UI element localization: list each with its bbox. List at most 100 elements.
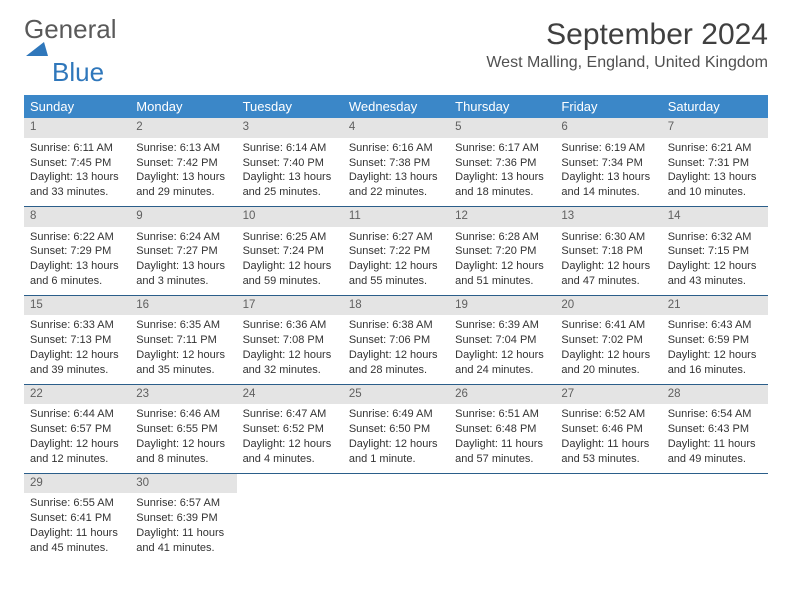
sunrise-text: Sunrise: 6:30 AM bbox=[561, 230, 655, 245]
day-header-friday: Friday bbox=[555, 95, 661, 118]
day-details: Sunrise: 6:25 AMSunset: 7:24 PMDaylight:… bbox=[237, 227, 343, 295]
daylight-line2: and 25 minutes. bbox=[243, 185, 337, 200]
location: West Malling, England, United Kingdom bbox=[486, 54, 768, 72]
day-number: 23 bbox=[130, 385, 236, 405]
sunset-text: Sunset: 7:24 PM bbox=[243, 244, 337, 259]
daylight-line1: Daylight: 11 hours bbox=[136, 526, 230, 541]
day-details: Sunrise: 6:27 AMSunset: 7:22 PMDaylight:… bbox=[343, 227, 449, 295]
sunset-text: Sunset: 7:02 PM bbox=[561, 333, 655, 348]
daylight-line1: Daylight: 12 hours bbox=[243, 348, 337, 363]
daylight-line2: and 41 minutes. bbox=[136, 541, 230, 556]
sunrise-text: Sunrise: 6:22 AM bbox=[30, 230, 124, 245]
daylight-line1: Daylight: 13 hours bbox=[30, 259, 124, 274]
sunset-text: Sunset: 7:27 PM bbox=[136, 244, 230, 259]
week-row: 15Sunrise: 6:33 AMSunset: 7:13 PMDayligh… bbox=[24, 296, 768, 385]
day-details: Sunrise: 6:30 AMSunset: 7:18 PMDaylight:… bbox=[555, 227, 661, 295]
day-number: 20 bbox=[555, 296, 661, 316]
day-number: 13 bbox=[555, 207, 661, 227]
sunset-text: Sunset: 7:40 PM bbox=[243, 156, 337, 171]
daylight-line1: Daylight: 12 hours bbox=[30, 348, 124, 363]
day-details: Sunrise: 6:46 AMSunset: 6:55 PMDaylight:… bbox=[130, 404, 236, 472]
day-cell: 23Sunrise: 6:46 AMSunset: 6:55 PMDayligh… bbox=[130, 385, 236, 473]
weeks-container: 1Sunrise: 6:11 AMSunset: 7:45 PMDaylight… bbox=[24, 118, 768, 561]
daylight-line1: Daylight: 13 hours bbox=[349, 170, 443, 185]
sunrise-text: Sunrise: 6:28 AM bbox=[455, 230, 549, 245]
day-number: 18 bbox=[343, 296, 449, 316]
day-details: Sunrise: 6:54 AMSunset: 6:43 PMDaylight:… bbox=[662, 404, 768, 472]
day-details: Sunrise: 6:55 AMSunset: 6:41 PMDaylight:… bbox=[24, 493, 130, 561]
day-number: 17 bbox=[237, 296, 343, 316]
day-cell: 17Sunrise: 6:36 AMSunset: 7:08 PMDayligh… bbox=[237, 296, 343, 384]
daylight-line1: Daylight: 12 hours bbox=[136, 437, 230, 452]
day-cell: 5Sunrise: 6:17 AMSunset: 7:36 PMDaylight… bbox=[449, 118, 555, 206]
day-cell: 11Sunrise: 6:27 AMSunset: 7:22 PMDayligh… bbox=[343, 207, 449, 295]
sunrise-text: Sunrise: 6:19 AM bbox=[561, 141, 655, 156]
daylight-line1: Daylight: 12 hours bbox=[243, 259, 337, 274]
sunrise-text: Sunrise: 6:14 AM bbox=[243, 141, 337, 156]
day-details: Sunrise: 6:21 AMSunset: 7:31 PMDaylight:… bbox=[662, 138, 768, 206]
daylight-line2: and 53 minutes. bbox=[561, 452, 655, 467]
daylight-line2: and 33 minutes. bbox=[30, 185, 124, 200]
sunrise-text: Sunrise: 6:46 AM bbox=[136, 407, 230, 422]
day-number: 3 bbox=[237, 118, 343, 138]
day-cell bbox=[555, 474, 661, 562]
day-details: Sunrise: 6:11 AMSunset: 7:45 PMDaylight:… bbox=[24, 138, 130, 206]
logo-line2: Blue bbox=[52, 61, 117, 83]
day-number: 26 bbox=[449, 385, 555, 405]
sunset-text: Sunset: 7:15 PM bbox=[668, 244, 762, 259]
daylight-line1: Daylight: 13 hours bbox=[561, 170, 655, 185]
day-details: Sunrise: 6:57 AMSunset: 6:39 PMDaylight:… bbox=[130, 493, 236, 561]
day-cell: 19Sunrise: 6:39 AMSunset: 7:04 PMDayligh… bbox=[449, 296, 555, 384]
day-cell: 14Sunrise: 6:32 AMSunset: 7:15 PMDayligh… bbox=[662, 207, 768, 295]
day-details: Sunrise: 6:51 AMSunset: 6:48 PMDaylight:… bbox=[449, 404, 555, 472]
daylight-line1: Daylight: 12 hours bbox=[349, 437, 443, 452]
logo-triangle-icon bbox=[26, 40, 48, 61]
sunset-text: Sunset: 7:36 PM bbox=[455, 156, 549, 171]
sunset-text: Sunset: 6:46 PM bbox=[561, 422, 655, 437]
day-details: Sunrise: 6:16 AMSunset: 7:38 PMDaylight:… bbox=[343, 138, 449, 206]
day-header-wednesday: Wednesday bbox=[343, 95, 449, 118]
daylight-line2: and 12 minutes. bbox=[30, 452, 124, 467]
sunrise-text: Sunrise: 6:25 AM bbox=[243, 230, 337, 245]
day-cell: 24Sunrise: 6:47 AMSunset: 6:52 PMDayligh… bbox=[237, 385, 343, 473]
sunrise-text: Sunrise: 6:49 AM bbox=[349, 407, 443, 422]
day-header-monday: Monday bbox=[130, 95, 236, 118]
day-number: 24 bbox=[237, 385, 343, 405]
day-cell: 6Sunrise: 6:19 AMSunset: 7:34 PMDaylight… bbox=[555, 118, 661, 206]
day-cell: 28Sunrise: 6:54 AMSunset: 6:43 PMDayligh… bbox=[662, 385, 768, 473]
sunset-text: Sunset: 7:29 PM bbox=[30, 244, 124, 259]
sunset-text: Sunset: 6:59 PM bbox=[668, 333, 762, 348]
daylight-line2: and 57 minutes. bbox=[455, 452, 549, 467]
sunset-text: Sunset: 6:52 PM bbox=[243, 422, 337, 437]
daylight-line2: and 6 minutes. bbox=[30, 274, 124, 289]
day-cell: 4Sunrise: 6:16 AMSunset: 7:38 PMDaylight… bbox=[343, 118, 449, 206]
day-number: 4 bbox=[343, 118, 449, 138]
day-details: Sunrise: 6:22 AMSunset: 7:29 PMDaylight:… bbox=[24, 227, 130, 295]
sunrise-text: Sunrise: 6:27 AM bbox=[349, 230, 443, 245]
daylight-line2: and 10 minutes. bbox=[668, 185, 762, 200]
sunrise-text: Sunrise: 6:47 AM bbox=[243, 407, 337, 422]
daylight-line2: and 16 minutes. bbox=[668, 363, 762, 378]
sunset-text: Sunset: 7:22 PM bbox=[349, 244, 443, 259]
day-number: 6 bbox=[555, 118, 661, 138]
daylight-line2: and 18 minutes. bbox=[455, 185, 549, 200]
day-number: 2 bbox=[130, 118, 236, 138]
day-cell: 25Sunrise: 6:49 AMSunset: 6:50 PMDayligh… bbox=[343, 385, 449, 473]
sunrise-text: Sunrise: 6:36 AM bbox=[243, 318, 337, 333]
day-details: Sunrise: 6:39 AMSunset: 7:04 PMDaylight:… bbox=[449, 315, 555, 383]
day-cell bbox=[662, 474, 768, 562]
sunset-text: Sunset: 7:13 PM bbox=[30, 333, 124, 348]
daylight-line2: and 47 minutes. bbox=[561, 274, 655, 289]
day-details: Sunrise: 6:24 AMSunset: 7:27 PMDaylight:… bbox=[130, 227, 236, 295]
day-cell: 8Sunrise: 6:22 AMSunset: 7:29 PMDaylight… bbox=[24, 207, 130, 295]
sunset-text: Sunset: 6:39 PM bbox=[136, 511, 230, 526]
day-details: Sunrise: 6:47 AMSunset: 6:52 PMDaylight:… bbox=[237, 404, 343, 472]
sunrise-text: Sunrise: 6:43 AM bbox=[668, 318, 762, 333]
sunrise-text: Sunrise: 6:54 AM bbox=[668, 407, 762, 422]
daylight-line1: Daylight: 12 hours bbox=[561, 348, 655, 363]
day-number: 28 bbox=[662, 385, 768, 405]
day-number: 19 bbox=[449, 296, 555, 316]
daylight-line2: and 35 minutes. bbox=[136, 363, 230, 378]
day-header-saturday: Saturday bbox=[662, 95, 768, 118]
day-cell: 10Sunrise: 6:25 AMSunset: 7:24 PMDayligh… bbox=[237, 207, 343, 295]
